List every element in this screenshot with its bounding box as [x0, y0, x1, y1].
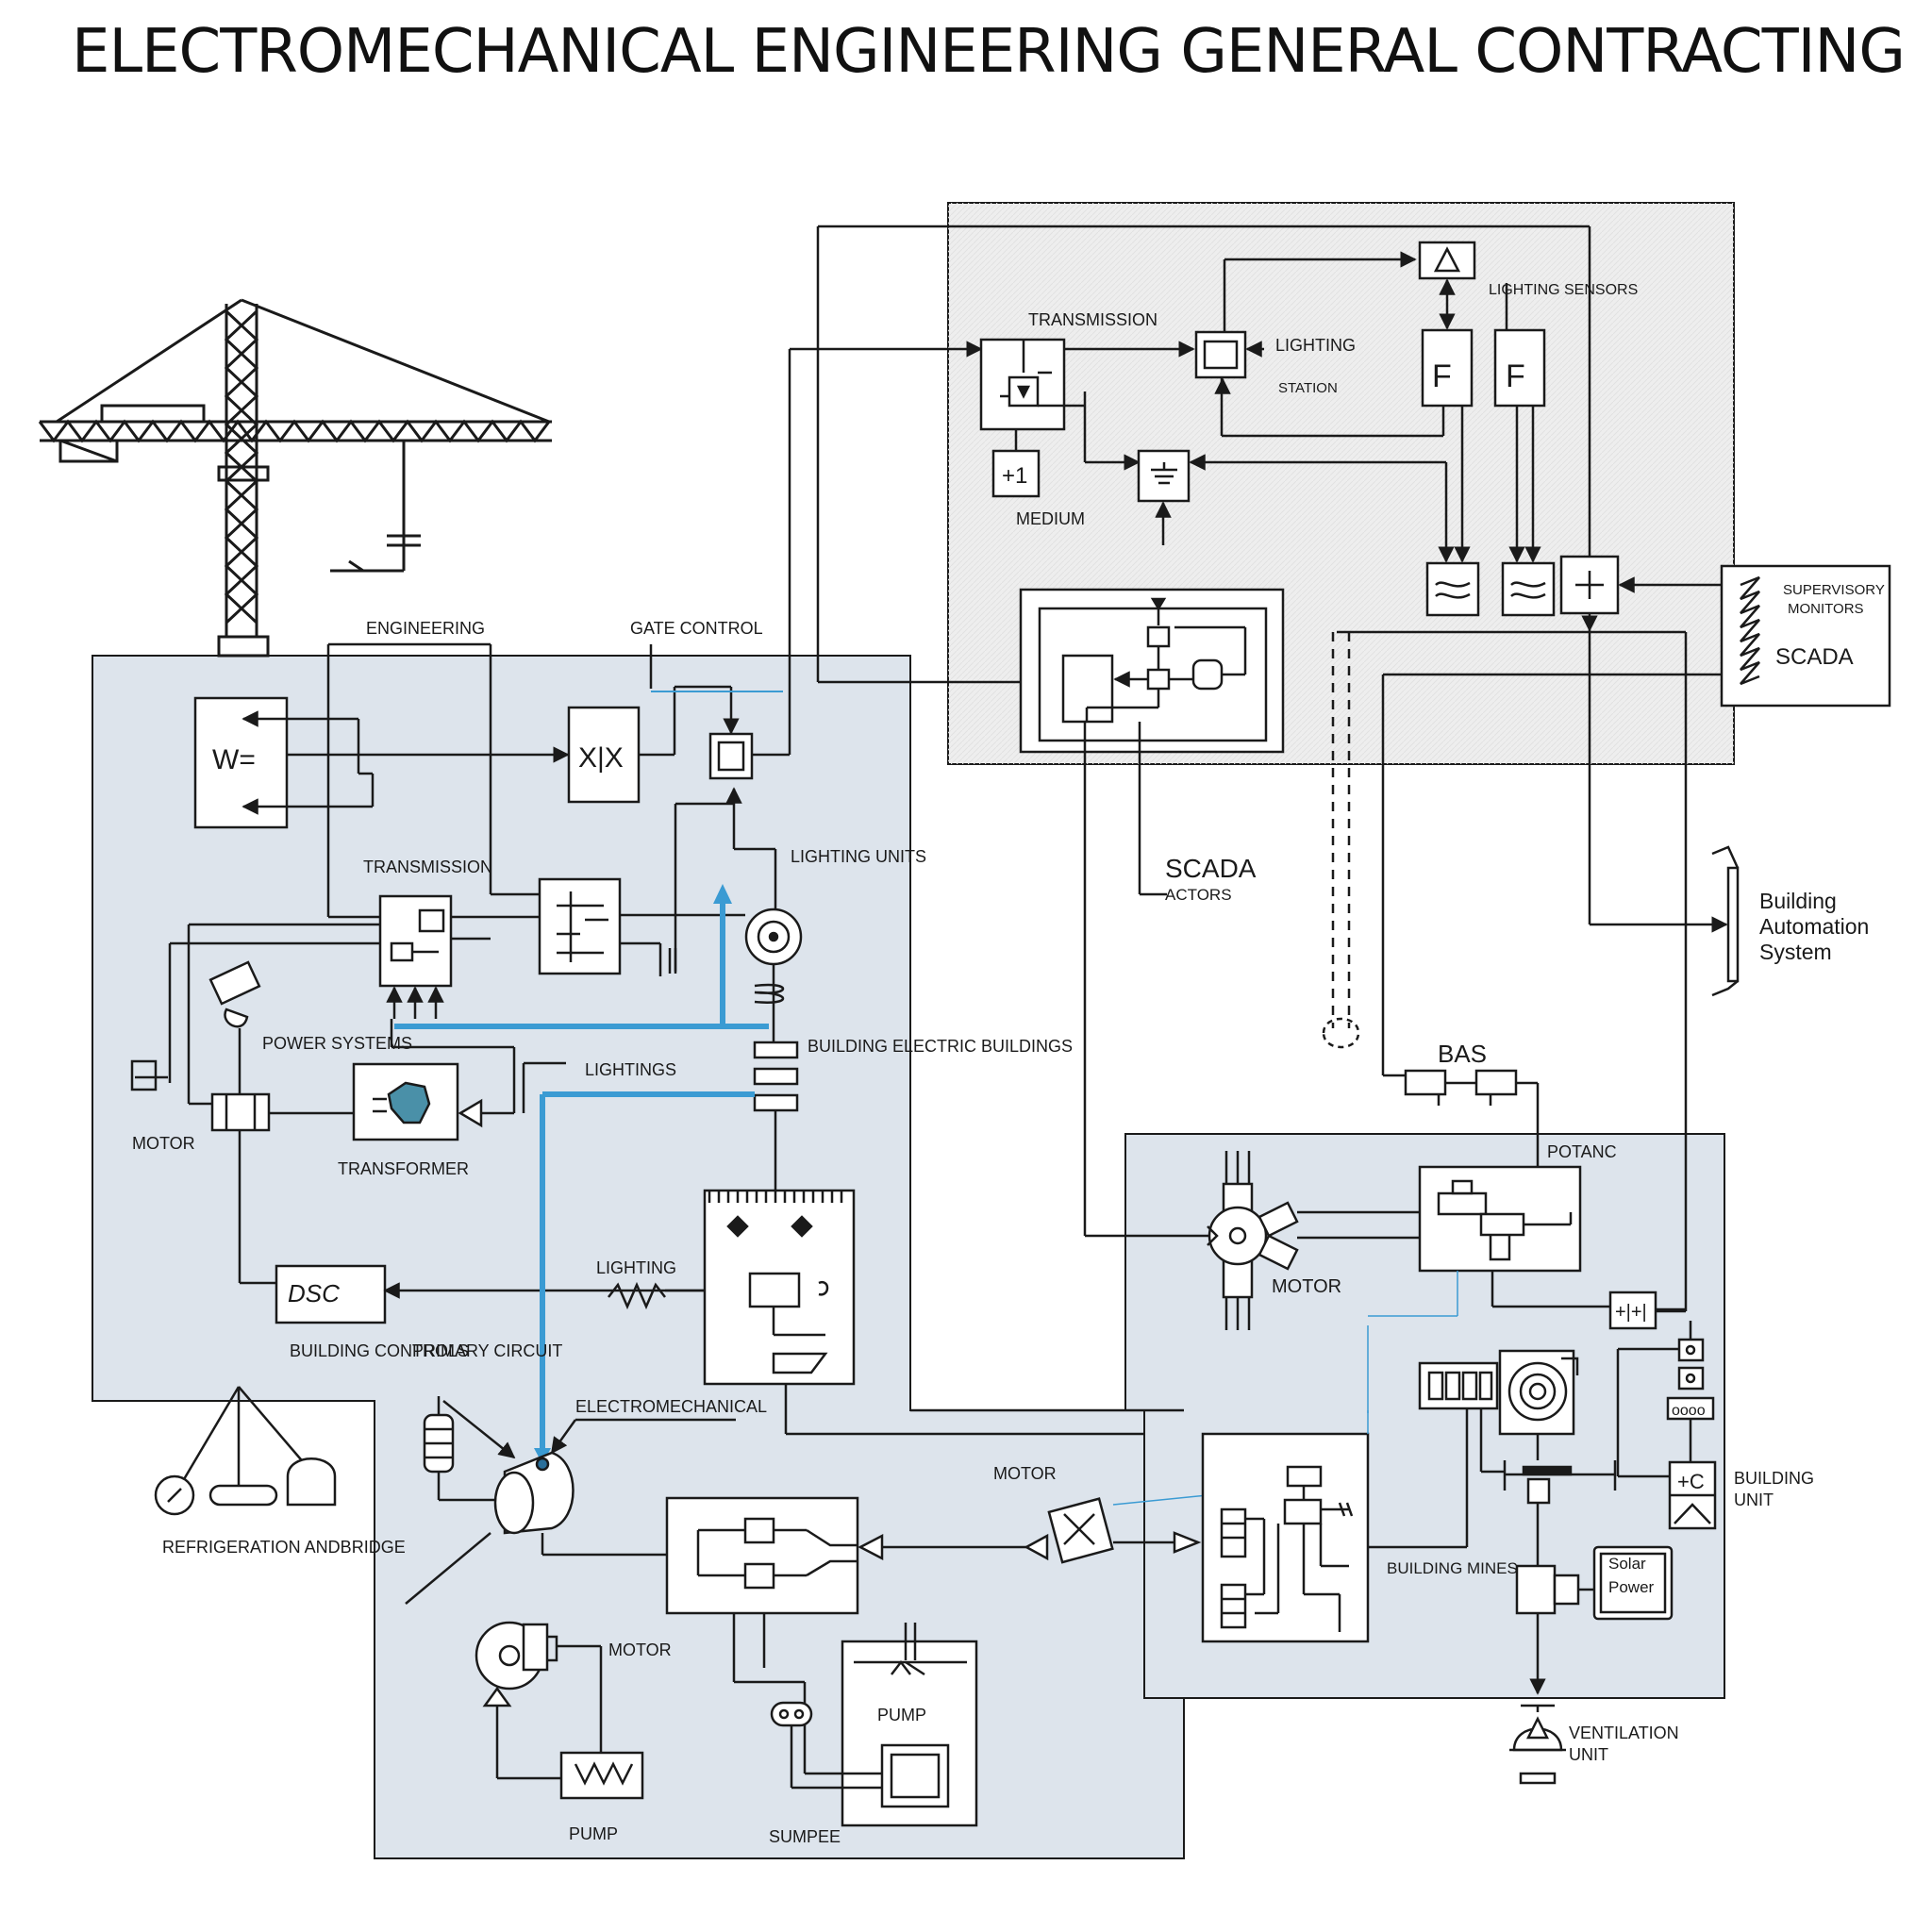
- lighting-station-box: [1194, 330, 1247, 379]
- tower-crane-icon: [38, 298, 552, 658]
- turbine-icon: [1498, 1349, 1579, 1436]
- transformer-icon: [352, 1062, 459, 1141]
- label-motor-left: MOTOR: [132, 1134, 195, 1153]
- label-scada-box: SCADA: [1775, 644, 1854, 670]
- label-motor-right: MOTOR: [1272, 1276, 1341, 1297]
- label-transmission-left: TRANSMISSION: [363, 858, 492, 876]
- potential-box: [1418, 1165, 1582, 1273]
- svg-text:+C: +C: [1677, 1470, 1705, 1493]
- central-controller: [703, 1189, 856, 1386]
- motor-icon: [210, 1092, 271, 1132]
- label-electromechanical: ELECTROMECHANICAL: [575, 1397, 767, 1416]
- gate-box: [708, 732, 754, 780]
- sensor-icon: [208, 960, 261, 1028]
- label-motor-bottom: MOTOR: [608, 1641, 672, 1659]
- relay-box: [1493, 328, 1546, 408]
- label-building-controls: BUILDING CONTROLS: [290, 1341, 469, 1360]
- label-engineering: ENGINEERING: [366, 619, 485, 638]
- solar-power-unit: [1515, 1545, 1674, 1621]
- switch-box-icon: [193, 696, 289, 829]
- label-building-unit-1: BUILDING: [1734, 1469, 1814, 1488]
- label-refrigeration: REFRIGERATION ANDBRIDGE: [162, 1538, 406, 1557]
- label-transformer: TRANSFORMER: [338, 1159, 469, 1178]
- label-motor-mid: MOTOR: [993, 1464, 1057, 1483]
- label-solar-2: Power: [1608, 1578, 1655, 1596]
- svg-text:+|+|: +|+|: [1615, 1302, 1647, 1323]
- label-lighting-top: LIGHTING: [1275, 336, 1356, 355]
- label-building-unit-2: UNIT: [1734, 1491, 1774, 1509]
- relay-box: [1421, 328, 1474, 408]
- label-scada-mid-sub: ACTORS: [1165, 886, 1232, 904]
- label-lighting-top-sub: STATION: [1278, 380, 1338, 396]
- label-building-mines: BUILDING MINES: [1387, 1559, 1518, 1577]
- svg-text:W=: W=: [212, 744, 256, 775]
- connector-icon: [770, 1701, 813, 1727]
- motor-icon: [475, 1621, 558, 1690]
- relay-panel: [538, 877, 622, 975]
- svg-text:DSC: DSC: [288, 1279, 340, 1307]
- label-lightings: LIGHTINGS: [585, 1060, 676, 1079]
- building-mines-panel: [1201, 1432, 1370, 1643]
- sensor-column: oooo: [1666, 1321, 1715, 1462]
- label-building-electric: BUILDING ELECTRIC BUILDINGS: [808, 1037, 1073, 1056]
- label-lighting-mid: LIGHTING: [596, 1258, 676, 1277]
- bas-relay: [1474, 1069, 1518, 1096]
- building-unit-box: +C: [1668, 1460, 1717, 1530]
- control-module: [665, 1496, 859, 1615]
- label-potential: POTANC: [1547, 1142, 1617, 1161]
- motor-icon: [1207, 1151, 1299, 1330]
- label-lighting-units: LIGHTING UNITS: [791, 847, 926, 866]
- motor-icon: [493, 1451, 575, 1535]
- label-medium: MEDIUM: [1016, 509, 1085, 528]
- svg-text:X|X: X|X: [578, 742, 624, 774]
- switch-stack: [753, 1041, 799, 1112]
- label-transmission-top: TRANSMISSION: [1028, 310, 1158, 329]
- label-sumpee: SUMPEE: [769, 1827, 841, 1846]
- label-lighting-sensors: LIGHTING SENSORS: [1489, 282, 1638, 298]
- diagram-title: ELECTROMECHANICAL ENGINEERING GENERAL CO…: [72, 17, 1906, 87]
- motor-icon: [1047, 1497, 1114, 1564]
- label-supervisory-1: SUPERVISORY: [1783, 582, 1885, 598]
- label-ventilation-1: VENTILATION: [1569, 1724, 1679, 1742]
- label-solar-1: Solar: [1608, 1555, 1646, 1573]
- rectifier-box: [1418, 1361, 1499, 1410]
- pump-icon: [559, 1751, 644, 1800]
- transmission-box: [378, 894, 453, 988]
- heater-box: [1137, 449, 1191, 503]
- medium-box: [991, 449, 1041, 498]
- label-ventilation-2: UNIT: [1569, 1745, 1608, 1764]
- pump-box: [841, 1623, 978, 1827]
- wave-box: [1425, 561, 1480, 617]
- svg-text:oooo: oooo: [1672, 1403, 1706, 1419]
- svg-text:F: F: [1506, 358, 1525, 394]
- building-automation-icon: [1711, 845, 1740, 997]
- label-bas-full-2: Automation: [1759, 914, 1869, 939]
- refrigeration-unit-icon: [154, 1386, 337, 1516]
- bas-relay: [1404, 1069, 1447, 1096]
- label-bas-full-3: System: [1759, 940, 1832, 964]
- lighting-unit-icon: [744, 908, 803, 966]
- label-bas: BAS: [1438, 1040, 1487, 1068]
- label-bas-full-1: Building: [1759, 889, 1837, 913]
- alarm-box: [1418, 241, 1476, 280]
- label-gate-control: GATE CONTROL: [630, 619, 763, 638]
- label-scada-mid: SCADA: [1165, 854, 1257, 883]
- svg-text:F: F: [1432, 358, 1452, 394]
- relay-icon: [567, 706, 641, 804]
- scada-controller-box: [1019, 588, 1285, 754]
- label-supervisory-2: MONITORS: [1788, 601, 1864, 617]
- label-primary-circuit: PRIMARY CIRCUIT: [412, 1341, 562, 1360]
- svg-text:+1: +1: [1002, 463, 1027, 489]
- left-blue-panel: [92, 655, 1185, 1859]
- ventilation-icon: [1509, 1704, 1566, 1785]
- wave-box: [1501, 561, 1556, 617]
- label-pump-low: PUMP: [569, 1824, 618, 1843]
- transmission-box: [979, 338, 1066, 431]
- label-pump-box: PUMP: [877, 1706, 926, 1724]
- label-power-systems: POWER SYSTEMS: [262, 1034, 412, 1053]
